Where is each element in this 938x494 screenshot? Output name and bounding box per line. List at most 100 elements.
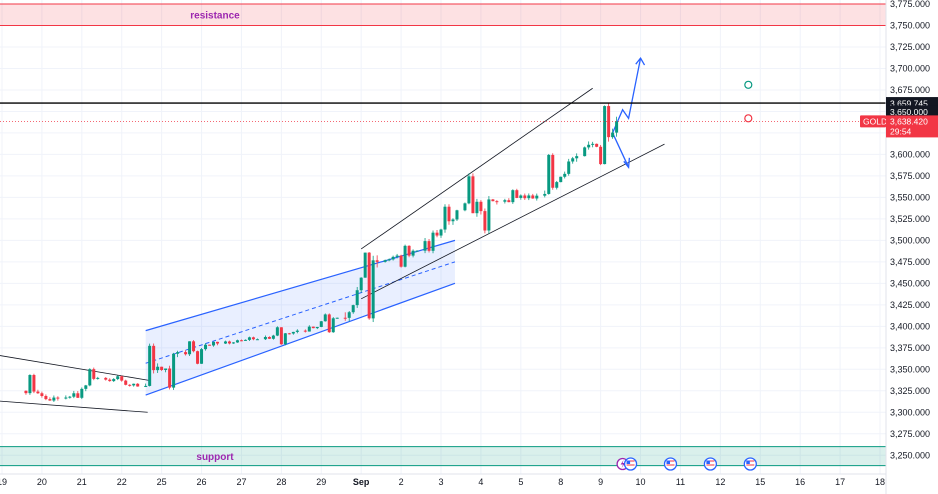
event-icons[interactable] [616, 457, 757, 471]
us-flag-icon[interactable] [663, 457, 678, 471]
candle-body [28, 375, 32, 394]
candle-body [96, 377, 100, 379]
price-tag: 3,650.000 [890, 107, 928, 117]
candle-body [231, 342, 235, 344]
time-tick-label: 15 [755, 477, 765, 487]
candle-body [463, 203, 467, 211]
candle-body [583, 147, 587, 157]
candle-body [196, 351, 200, 364]
candle-body [255, 339, 259, 341]
candle-body [192, 341, 196, 352]
price-tick-label: 3,425.000 [890, 300, 930, 310]
candle-body [112, 379, 116, 382]
candle-body [467, 176, 471, 204]
candle-body [303, 330, 307, 332]
candle-body [487, 199, 491, 231]
current-price-tag-box [886, 115, 938, 138]
price-tick-label: 3,725.000 [890, 42, 930, 52]
time-tick-label: 11 [676, 477, 685, 487]
time-tick-label: 25 [157, 477, 167, 487]
candle-body [371, 260, 375, 319]
candle-body [367, 252, 371, 319]
time-tick-label: 21 [77, 477, 87, 487]
candle-body [160, 366, 164, 370]
candle-body [307, 326, 311, 332]
us-flag-stripe [706, 460, 715, 462]
candle-body [156, 366, 160, 371]
us-flag-canton [746, 460, 750, 464]
us-flag-stripe [706, 462, 715, 464]
us-flag-stripe [626, 460, 635, 462]
candle-body [335, 317, 339, 319]
candle-body [212, 341, 216, 346]
candle-body [92, 369, 96, 379]
time-tick-label: 16 [795, 477, 805, 487]
candle-body [84, 385, 88, 389]
candle-body [403, 245, 407, 267]
down-arrow-head [623, 157, 631, 169]
candle-body [387, 259, 391, 261]
candle-body [132, 383, 136, 386]
us-flag-icon[interactable] [743, 457, 757, 471]
time-tick-label: 26 [197, 477, 207, 487]
candle-body [251, 337, 255, 340]
time-axis[interactable]: 19 20 21 22 25 26 27 28 29 Sep 2 3 4 5 8 9 10 11 12 15 16 17 1… [0, 477, 885, 487]
time-tick-label: 29 [316, 477, 326, 487]
support-label: support [196, 452, 234, 463]
time-tick-label: 28 [276, 477, 286, 487]
candle-body [88, 369, 92, 386]
us-flag-stripe [626, 464, 635, 466]
us-flag-stripe [626, 462, 635, 464]
us-flag-icon[interactable] [623, 457, 638, 471]
flash-icon-bolt [620, 460, 626, 468]
horizontal-line[interactable] [0, 102, 886, 122]
candle-body [128, 384, 132, 386]
candle-body [144, 385, 148, 387]
candle-body [267, 336, 271, 339]
candle-body [64, 397, 68, 399]
candle-body [152, 345, 156, 371]
time-tick-label: 19 [0, 477, 7, 487]
price-axis-panel[interactable] [886, 0, 938, 494]
green-circle-marker [744, 80, 753, 89]
us-flag-stripe [746, 464, 755, 466]
candle-body [575, 156, 579, 159]
candle-body [120, 376, 124, 381]
candle-body [599, 146, 603, 165]
us-flag-icon[interactable] [703, 457, 718, 471]
candle-body [68, 396, 72, 398]
resistance-label: resistance [190, 11, 240, 22]
wedge-upper-line [0, 355, 150, 381]
candle-body [555, 182, 559, 188]
time-tick-label: 9 [598, 477, 603, 487]
us-flag-stripe [746, 462, 755, 464]
zones: resistance support [0, 3, 886, 467]
candle-body [607, 106, 611, 138]
up-arrow-path [612, 58, 642, 134]
us-flag-stripe [666, 466, 675, 468]
countdown-timer: 29:54 [890, 126, 912, 136]
us-flag-stripe [666, 462, 675, 464]
grid [0, 0, 886, 474]
candle-body [455, 210, 459, 220]
candle-body [611, 132, 615, 138]
candle-body [595, 143, 599, 147]
candle-body [435, 232, 439, 236]
candle-body [200, 349, 204, 364]
candle-body [415, 250, 419, 252]
candle-body [343, 317, 347, 319]
candle-body [36, 391, 40, 394]
candle-body [567, 161, 571, 174]
time-tick-label: 10 [636, 477, 646, 487]
time-tick-label: 4 [478, 477, 483, 487]
candle-body [551, 154, 555, 188]
us-flag-stripe [746, 460, 755, 462]
candle-body [427, 241, 431, 251]
candle-body [235, 340, 239, 343]
price-tick-label: 3,700.000 [890, 63, 930, 73]
candle-body [283, 333, 287, 345]
candle-body [359, 277, 363, 291]
candle-body [124, 380, 128, 385]
price-tick-label: 3,400.000 [890, 321, 930, 331]
